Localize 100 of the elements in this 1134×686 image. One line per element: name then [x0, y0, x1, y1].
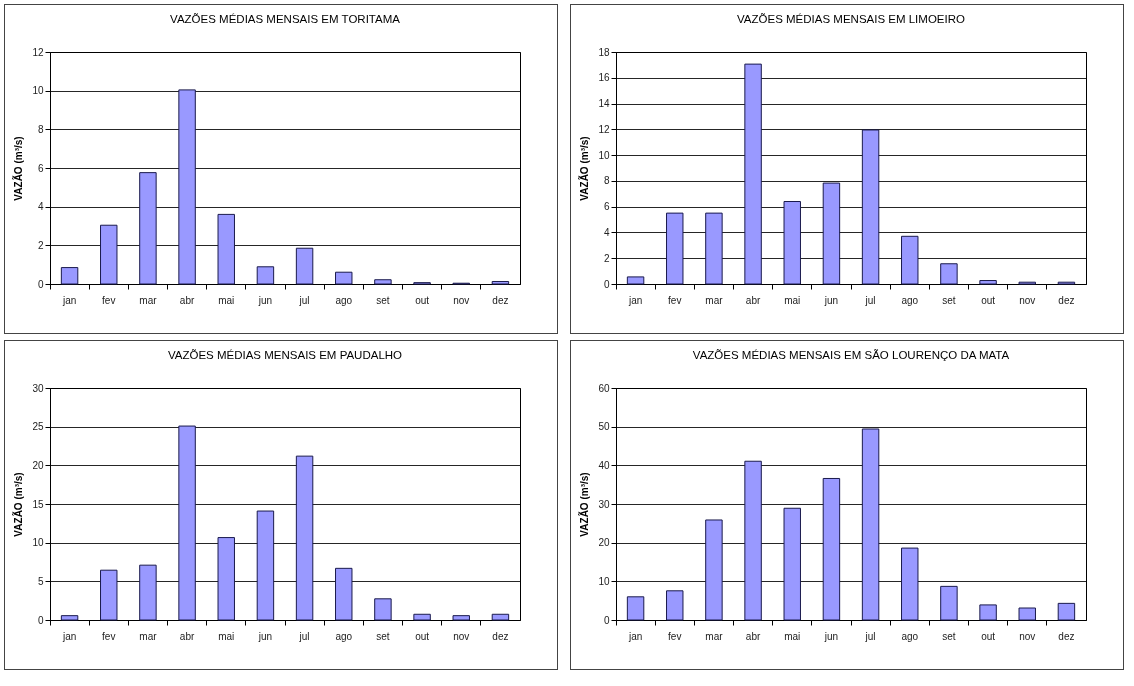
- y-tick-label: 50: [598, 421, 610, 433]
- bar: [861, 129, 880, 285]
- bar: [666, 212, 684, 285]
- y-tick-label: 12: [598, 123, 610, 135]
- x-tick-label: abr: [745, 630, 761, 642]
- bar: [783, 201, 801, 285]
- y-tick-label: 10: [598, 575, 610, 587]
- y-tick-label: 8: [37, 123, 44, 135]
- y-tick-label: 5: [37, 575, 44, 587]
- bar: [217, 537, 235, 621]
- x-tick-label: jan: [627, 630, 643, 642]
- chart-title: VAZÕES MÉDIAS MENSAIS EM TORITAMA: [170, 12, 401, 25]
- y-tick-label: 10: [32, 537, 44, 549]
- x-tick-label: jan: [61, 294, 77, 306]
- x-tick-label: nov: [1019, 294, 1036, 306]
- y-tick-label: 20: [32, 459, 44, 471]
- bar: [452, 615, 470, 621]
- bar: [705, 212, 723, 285]
- bar: [901, 547, 919, 621]
- x-tick-label: mar: [705, 630, 724, 642]
- y-tick-label: 4: [37, 201, 44, 213]
- bar: [100, 569, 118, 621]
- y-tick-label: 12: [32, 46, 44, 58]
- bar: [178, 89, 196, 285]
- y-tick-label: 10: [598, 149, 610, 161]
- x-tick-label: dez: [492, 630, 509, 642]
- x-tick-label: abr: [179, 294, 195, 306]
- bar: [100, 224, 118, 285]
- x-tick-label: set: [376, 630, 390, 642]
- bar: [374, 598, 392, 621]
- bar: [491, 280, 510, 285]
- y-tick-label: 25: [32, 421, 44, 433]
- x-tick-label: jun: [257, 630, 273, 642]
- bar: [1018, 607, 1036, 621]
- y-tick-label: 0: [603, 614, 610, 626]
- bar: [822, 182, 841, 285]
- bar: [413, 613, 431, 621]
- x-tick-label: jun: [823, 630, 839, 642]
- bar: [60, 267, 79, 285]
- y-tick-label: 2: [37, 239, 44, 251]
- bar: [901, 235, 919, 285]
- y-tick-label: 10: [32, 85, 44, 97]
- bar: [861, 428, 880, 621]
- y-axis-title: VAZÃO (m³/s): [12, 136, 25, 201]
- bar: [139, 172, 157, 285]
- bar: [256, 266, 275, 285]
- x-tick-label: ago: [335, 294, 353, 306]
- y-tick-label: 6: [37, 162, 44, 174]
- y-tick-label: 30: [32, 382, 44, 394]
- bar: [295, 455, 314, 621]
- x-tick-label: set: [376, 294, 390, 306]
- bar: [1057, 602, 1076, 621]
- bar: [60, 615, 79, 621]
- bar: [295, 247, 314, 285]
- bar: [705, 519, 723, 621]
- x-tick-label: jun: [823, 294, 839, 306]
- bar: [744, 63, 762, 285]
- bar: [491, 613, 510, 621]
- x-tick-label: fev: [668, 630, 682, 642]
- bar: [139, 564, 157, 621]
- chart-title: VAZÕES MÉDIAS MENSAIS EM SÃO LOURENÇO DA MATA: [692, 348, 1010, 361]
- bar: [335, 271, 353, 285]
- y-tick-label: 0: [603, 278, 610, 290]
- bar: [374, 279, 392, 285]
- y-tick-label: 30: [598, 498, 610, 510]
- y-tick-label: 0: [37, 614, 44, 626]
- x-tick-label: fev: [102, 294, 116, 306]
- x-tick-label: jul: [298, 294, 310, 306]
- bar: [979, 280, 997, 285]
- chart-title: VAZÕES MÉDIAS MENSAIS EM LIMOEIRO: [737, 12, 966, 25]
- x-tick-label: fev: [668, 294, 682, 306]
- x-tick-label: mai: [784, 294, 801, 306]
- x-tick-label: out: [415, 630, 430, 642]
- x-tick-label: out: [981, 630, 996, 642]
- y-tick-label: 60: [598, 382, 610, 394]
- x-tick-label: mai: [218, 630, 235, 642]
- x-tick-label: ago: [335, 630, 353, 642]
- bar: [335, 567, 353, 621]
- x-tick-label: out: [415, 294, 430, 306]
- bar: [626, 596, 645, 621]
- chart-title: VAZÕES MÉDIAS MENSAIS EM PAUDALHO: [167, 348, 403, 361]
- y-tick-label: 6: [603, 201, 610, 213]
- x-tick-label: out: [981, 294, 996, 306]
- y-tick-label: 14: [598, 98, 610, 110]
- x-tick-label: jan: [627, 294, 643, 306]
- x-tick-label: set: [942, 630, 956, 642]
- bar: [783, 507, 801, 621]
- x-tick-label: jul: [864, 630, 876, 642]
- x-tick-label: jul: [864, 294, 876, 306]
- x-tick-label: mar: [139, 294, 158, 306]
- x-tick-label: jan: [61, 630, 77, 642]
- x-tick-label: jul: [298, 630, 310, 642]
- x-tick-label: jun: [257, 294, 273, 306]
- x-tick-label: mar: [705, 294, 724, 306]
- y-tick-label: 2: [603, 252, 610, 264]
- x-tick-label: ago: [901, 630, 919, 642]
- bar: [822, 477, 841, 621]
- y-axis-title: VAZÃO (m³/s): [12, 472, 25, 537]
- y-tick-label: 4: [603, 226, 610, 238]
- x-tick-label: mai: [784, 630, 801, 642]
